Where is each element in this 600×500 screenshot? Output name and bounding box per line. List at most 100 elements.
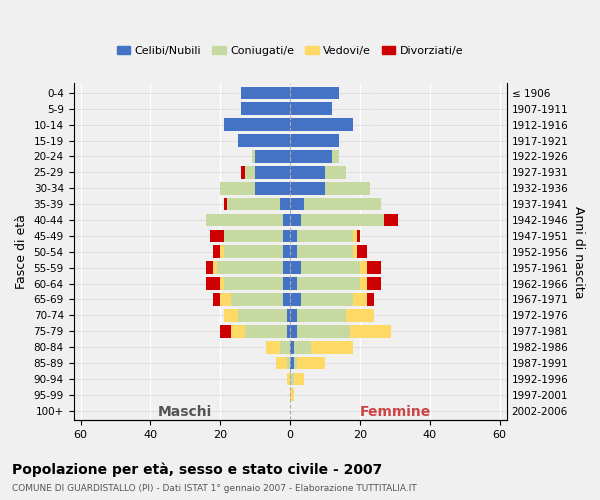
Bar: [290, 118, 353, 131]
Text: COMUNE DI GUARDISTALLO (PI) - Dati ISTAT 1° gennaio 2007 - Elaborazione TUTTITAL: COMUNE DI GUARDISTALLO (PI) - Dati ISTAT…: [12, 484, 417, 493]
Bar: [301, 293, 353, 306]
Bar: [311, 341, 353, 353]
Bar: [297, 356, 325, 370]
Bar: [280, 341, 290, 353]
Bar: [213, 246, 220, 258]
Bar: [353, 293, 367, 306]
Bar: [325, 182, 370, 194]
Bar: [290, 134, 339, 147]
Bar: [290, 341, 293, 353]
Bar: [293, 341, 311, 353]
Bar: [283, 246, 290, 258]
Bar: [238, 134, 290, 147]
Bar: [356, 246, 367, 258]
Bar: [245, 166, 255, 178]
Bar: [297, 309, 346, 322]
Bar: [332, 150, 339, 163]
Bar: [290, 325, 297, 338]
Bar: [255, 182, 290, 194]
Bar: [297, 325, 350, 338]
Bar: [245, 325, 287, 338]
Bar: [290, 309, 297, 322]
Bar: [238, 309, 287, 322]
Bar: [290, 388, 293, 401]
Bar: [290, 293, 301, 306]
Bar: [283, 277, 290, 290]
Bar: [290, 277, 297, 290]
Bar: [220, 246, 224, 258]
Bar: [290, 372, 293, 386]
Bar: [224, 230, 283, 242]
Bar: [287, 372, 290, 386]
Bar: [290, 198, 304, 210]
Bar: [301, 262, 360, 274]
Bar: [290, 102, 332, 115]
Y-axis label: Anni di nascita: Anni di nascita: [572, 206, 585, 298]
Bar: [251, 150, 255, 163]
Bar: [353, 230, 356, 242]
Bar: [367, 262, 381, 274]
Bar: [255, 166, 290, 178]
Bar: [290, 182, 325, 194]
Bar: [297, 230, 353, 242]
Bar: [360, 277, 367, 290]
Bar: [280, 198, 290, 210]
Bar: [213, 262, 217, 274]
Bar: [241, 166, 245, 178]
Bar: [206, 277, 220, 290]
Text: Femmine: Femmine: [359, 404, 431, 418]
Bar: [283, 293, 290, 306]
Bar: [304, 198, 381, 210]
Bar: [255, 150, 290, 163]
Bar: [276, 356, 287, 370]
Bar: [385, 214, 398, 226]
Bar: [346, 309, 374, 322]
Bar: [266, 341, 280, 353]
Bar: [293, 356, 297, 370]
Bar: [356, 230, 360, 242]
Bar: [290, 230, 297, 242]
Bar: [290, 262, 301, 274]
Bar: [220, 277, 224, 290]
Bar: [290, 166, 325, 178]
Text: Popolazione per età, sesso e stato civile - 2007: Popolazione per età, sesso e stato civil…: [12, 462, 382, 477]
Bar: [353, 246, 356, 258]
Bar: [283, 230, 290, 242]
Bar: [206, 262, 213, 274]
Bar: [290, 214, 301, 226]
Bar: [290, 356, 293, 370]
Bar: [224, 246, 283, 258]
Bar: [297, 246, 353, 258]
Bar: [290, 86, 339, 99]
Bar: [217, 262, 283, 274]
Bar: [287, 309, 290, 322]
Bar: [287, 325, 290, 338]
Bar: [283, 262, 290, 274]
Bar: [213, 293, 220, 306]
Bar: [297, 277, 360, 290]
Bar: [220, 182, 255, 194]
Bar: [367, 293, 374, 306]
Bar: [293, 372, 304, 386]
Bar: [224, 118, 290, 131]
Bar: [231, 293, 283, 306]
Bar: [290, 246, 297, 258]
Text: Maschi: Maschi: [158, 404, 212, 418]
Bar: [367, 277, 381, 290]
Bar: [283, 214, 290, 226]
Bar: [206, 214, 283, 226]
Bar: [290, 150, 332, 163]
Y-axis label: Fasce di età: Fasce di età: [15, 214, 28, 289]
Bar: [220, 325, 231, 338]
Legend: Celibi/Nubili, Coniugati/e, Vedovi/e, Divorziati/e: Celibi/Nubili, Coniugati/e, Vedovi/e, Di…: [112, 42, 468, 60]
Bar: [287, 356, 290, 370]
Bar: [210, 230, 224, 242]
Bar: [350, 325, 391, 338]
Bar: [224, 309, 238, 322]
Bar: [241, 86, 290, 99]
Bar: [224, 277, 283, 290]
Bar: [360, 262, 367, 274]
Bar: [224, 198, 227, 210]
Bar: [241, 102, 290, 115]
Bar: [301, 214, 385, 226]
